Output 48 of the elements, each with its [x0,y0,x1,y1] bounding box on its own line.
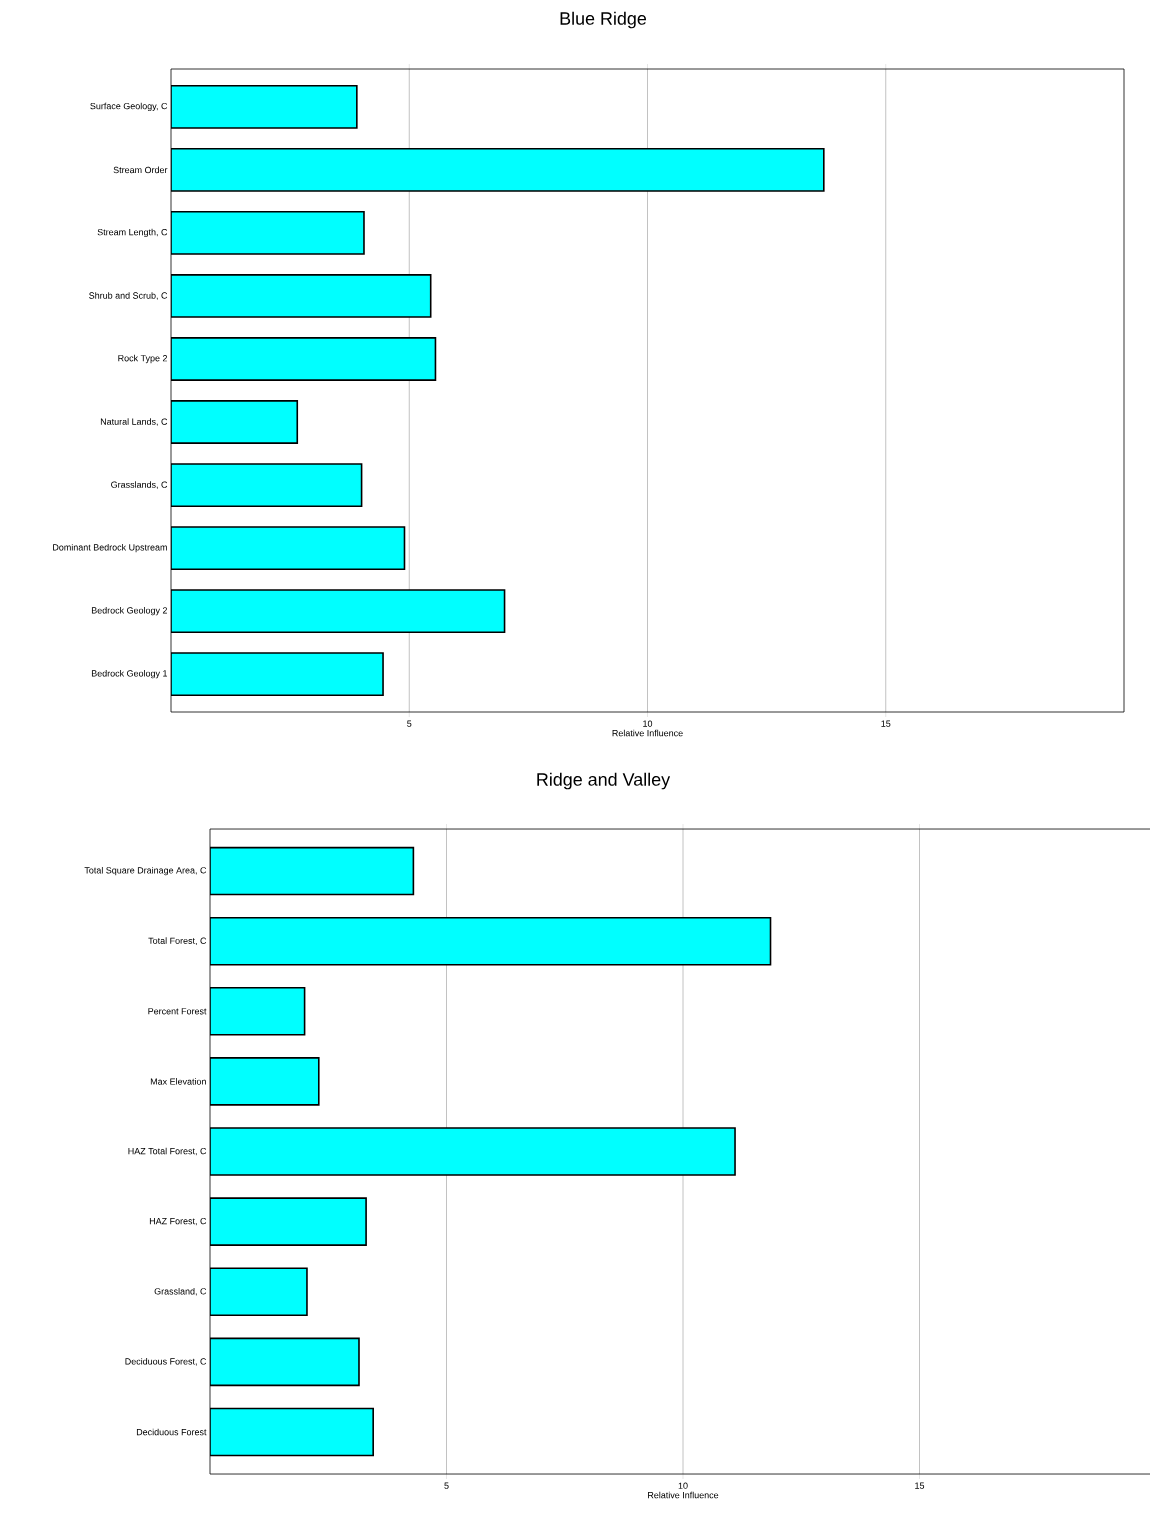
y-tick-label: Rock Type 2 [118,354,168,364]
y-tick-label: Percent Forest [148,1008,207,1015]
x-tick-label: 5 [407,720,412,727]
x-tick-label: 5 [444,1482,449,1489]
y-tick-label: Natural Lands, C [100,418,168,426]
bar [210,1057,320,1106]
chart-title: Ridge and Valley [537,772,671,790]
y-tick-label: Total Square Drainage Area, C [84,866,207,876]
bar [171,463,363,507]
y-tick-label: Bedrock Geology 1 [91,670,168,679]
bar [210,846,415,896]
bar [210,1197,367,1246]
bar [171,147,825,192]
y-tick-label: Total Forest, C [148,937,207,946]
bar [171,84,358,129]
bar [171,526,406,571]
bar [171,589,506,634]
y-tick-label: Deciduous Forest, C [125,1358,207,1366]
bar [210,987,306,1036]
y-tick-label: Max Elevation [150,1078,206,1085]
y-tick-label: Surface Geology, C [90,102,168,112]
bar [171,337,437,381]
x-tick-label: 15 [881,720,891,727]
bar [171,400,299,444]
bar [171,210,365,255]
y-tick-label: Bedrock Geology 2 [91,606,168,616]
x-axis-title: Relative Influence [612,729,683,737]
bar [210,1337,360,1387]
y-tick-label: Grassland, C [154,1287,207,1296]
x-tick-label: 15 [915,1482,925,1489]
y-tick-label: Dominant Bedrock Upstream [53,543,167,553]
x-tick-label: 10 [643,720,653,727]
y-tick-label: Shrub and Scrub, C [89,292,168,300]
bar [171,652,384,697]
y-tick-label: Grasslands, C [111,481,168,489]
bar [210,1407,374,1457]
y-tick-label: Deciduous Forest [136,1428,207,1436]
y-tick-label: Stream Length, C [97,228,168,238]
y-tick-label: Stream Order [113,166,168,174]
y-tick-label: HAZ Forest, C [149,1217,207,1226]
bar [210,1267,308,1317]
chart-title: Blue Ridge [560,11,647,29]
bar [210,1127,736,1176]
x-axis-title: Relative Influence [648,1491,719,1499]
x-tick-label: 10 [678,1482,688,1489]
bar [171,274,432,318]
bar [210,916,772,966]
y-tick-label: HAZ Total Forest, C [128,1147,207,1156]
